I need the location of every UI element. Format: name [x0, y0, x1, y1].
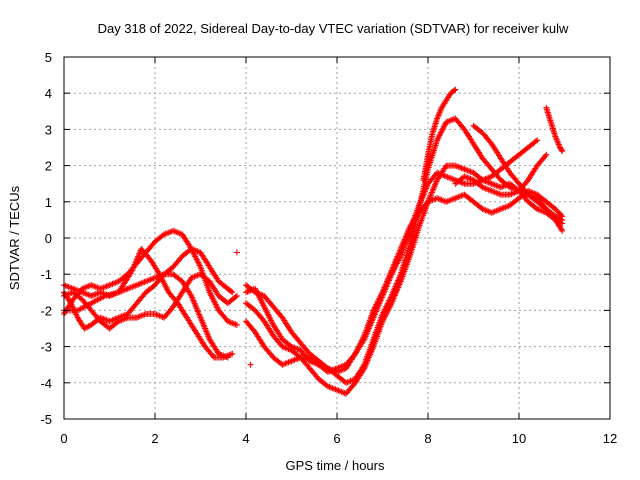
data-point: [233, 321, 240, 328]
y-tick-label: -5: [40, 412, 52, 427]
data-marks: [61, 86, 566, 397]
x-tick-label: 8: [424, 431, 431, 446]
data-point: [542, 153, 549, 160]
data-point: [233, 292, 240, 299]
y-tick-label: -3: [40, 340, 52, 355]
data-point: [85, 323, 92, 330]
x-tick-label: 10: [512, 431, 526, 446]
data-point: [233, 249, 240, 256]
data-point: [247, 361, 254, 368]
y-tick-label: 1: [45, 195, 52, 210]
y-tick-label: 2: [45, 159, 52, 174]
x-tick-label: 0: [60, 431, 67, 446]
y-axis-ticks: 5 4 3 2 1 0 -1 -2 -3 -4 -5: [40, 50, 610, 427]
y-tick-label: 3: [45, 122, 52, 137]
data-point: [532, 138, 539, 145]
y-tick-label: 4: [45, 86, 52, 101]
x-tick-label: 12: [603, 431, 617, 446]
data-point: [552, 213, 559, 220]
data-point: [557, 216, 564, 223]
x-axis-ticks: 0 2 4 6 8 10 12: [60, 57, 617, 446]
data-point: [81, 325, 88, 332]
y-tick-label: -1: [40, 267, 52, 282]
data-point: [229, 350, 236, 357]
data-point: [229, 289, 236, 296]
series-track-12: [452, 151, 550, 198]
data-point: [558, 226, 565, 233]
series-isolated: [233, 249, 254, 368]
y-tick-label: 5: [45, 50, 52, 65]
y-tick-label: -2: [40, 303, 52, 318]
chart-title: Day 318 of 2022, Sidereal Day-to-day VTE…: [98, 21, 569, 36]
series-track-10: [420, 86, 459, 184]
series-track-5: [61, 245, 236, 361]
y-tick-label: 0: [45, 231, 52, 246]
y-axis-label: SDTVAR / TECUs: [7, 185, 22, 290]
data-point: [559, 227, 566, 234]
series-track-13: [543, 104, 566, 155]
data-point: [452, 86, 459, 93]
data-point: [558, 146, 565, 153]
x-tick-label: 6: [333, 431, 340, 446]
y-tick-label: -4: [40, 376, 52, 391]
grid-lines: [64, 57, 610, 419]
x-tick-label: 2: [151, 431, 158, 446]
data-point: [559, 216, 566, 223]
data-point: [556, 215, 563, 222]
data-point: [543, 151, 550, 158]
series-track-9: [243, 137, 541, 375]
x-tick-label: 4: [242, 431, 249, 446]
data-point: [534, 137, 541, 144]
x-axis-label: GPS time / hours: [286, 458, 385, 473]
data-point: [559, 148, 566, 155]
data-point: [451, 87, 458, 94]
data-point: [228, 288, 235, 295]
data-point: [232, 294, 239, 300]
data-point: [210, 353, 216, 360]
